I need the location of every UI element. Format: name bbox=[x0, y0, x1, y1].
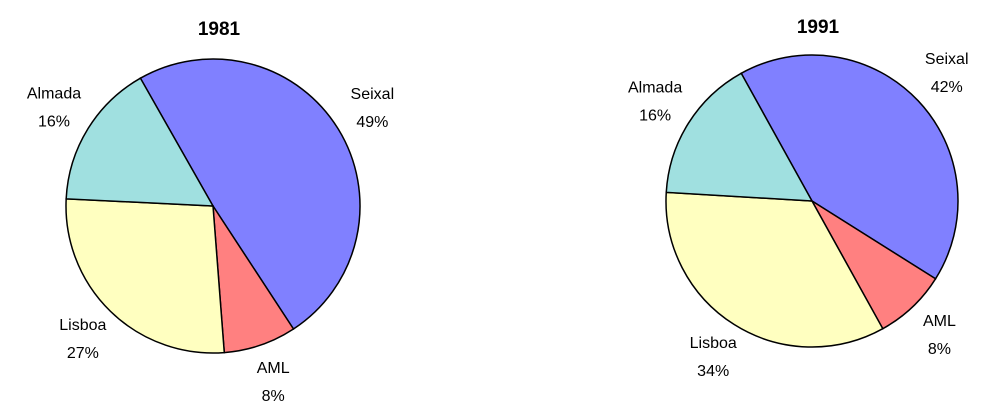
chart-title: 1991 bbox=[797, 17, 840, 38]
slice-value-label: 42% bbox=[931, 79, 963, 96]
slice-label: AML bbox=[923, 313, 956, 330]
pie-slice bbox=[740, 54, 959, 280]
slice-value-label: 27% bbox=[67, 345, 99, 362]
slice-value-label: 8% bbox=[928, 341, 951, 358]
slice-label: Seixal bbox=[925, 51, 969, 68]
slice-value-label: 16% bbox=[38, 113, 70, 130]
slice-label: Seixal bbox=[351, 86, 395, 103]
pie-slice bbox=[139, 58, 361, 331]
pie-slice bbox=[665, 191, 884, 348]
slice-label: Lisboa bbox=[690, 335, 737, 352]
slice-value-label: 49% bbox=[356, 114, 388, 131]
chart-title: 1981 bbox=[198, 19, 241, 40]
slice-value-label: 34% bbox=[697, 363, 729, 380]
pie-slice bbox=[65, 198, 226, 354]
slice-label: AML bbox=[257, 360, 290, 377]
slice-label: Almada bbox=[628, 79, 682, 96]
slice-value-label: 8% bbox=[262, 388, 285, 405]
pie-slice bbox=[65, 77, 215, 207]
slice-label: Almada bbox=[27, 85, 81, 102]
pie-slice bbox=[665, 72, 814, 202]
slice-label: Lisboa bbox=[59, 317, 106, 334]
slice-value-label: 16% bbox=[639, 107, 671, 124]
